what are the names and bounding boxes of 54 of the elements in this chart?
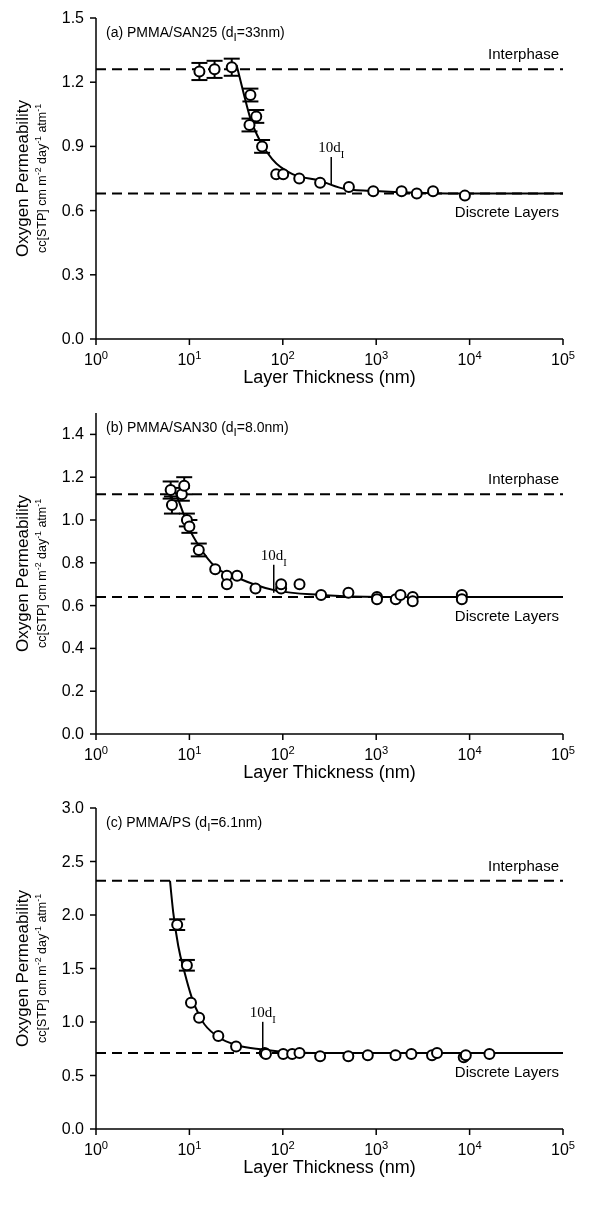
x-tick-label: 10$^{2}$	[270, 1139, 295, 1158]
y-tick-label: 0.0	[61, 1120, 85, 1137]
y-tick-label: 1.0	[61, 1013, 85, 1030]
y-tick-label: 0.4	[61, 639, 85, 657]
annotation: 10d$_{I}$	[318, 138, 345, 160]
y-tick-label: 1.2	[61, 468, 85, 486]
x-tick-label: 10$^{0}$	[83, 349, 109, 368]
y-tick-label: 0.2	[61, 682, 85, 700]
x-axis-title: Layer Thickness (nm)	[243, 1157, 416, 1177]
x-tick-label: 10$^{0}$	[83, 1139, 109, 1158]
x-tick-label: 10$^{5}$	[550, 744, 576, 763]
x-tick-label: 10$^{2}$	[270, 744, 295, 763]
y-tick-label: 2.0	[61, 906, 85, 923]
y-tick-label: 0.0	[61, 330, 85, 347]
x-tick-label: 10$^{4}$	[457, 1139, 482, 1158]
y-tick-label: 0.6	[61, 201, 85, 219]
annotation: 10d$_{I}$	[260, 546, 288, 568]
y-tick-label: 0.5	[61, 1066, 85, 1084]
annotation: (c) PMMA/PS (d$_{I}$=6.1nm)	[106, 814, 263, 833]
x-tick-label: 10$^{1}$	[177, 744, 202, 763]
ref-line-label: Interphase	[488, 856, 559, 874]
x-axis-title: Layer Thickness (nm)	[243, 762, 416, 782]
annotation: (a) PMMA/SAN25 (d$_{I}$=33nm)	[106, 24, 285, 43]
x-tick-label: 10$^{5}$	[550, 349, 576, 368]
annotation: (b) PMMA/SAN30 (d$_{I}$=8.0nm)	[106, 419, 289, 438]
y-tick-label: 3.0	[61, 799, 85, 816]
y-tick-label: 1.4	[61, 425, 85, 443]
y-tick-label: 0.6	[61, 596, 85, 614]
x-tick-label: 10$^{3}$	[364, 1139, 389, 1158]
ref-line-label: Discrete Layers	[454, 203, 559, 221]
y-tick-label: 0.8	[61, 553, 85, 571]
y-tick-label: 0.9	[61, 137, 85, 155]
y-tick-label: 1.5	[61, 959, 85, 977]
x-tick-label: 10$^{3}$	[364, 349, 389, 368]
y-tick-label: 1.2	[61, 73, 85, 91]
ref-line-label: Discrete Layers	[454, 1063, 559, 1081]
y-tick-label: 0.3	[61, 265, 85, 283]
y-tick-label: 1.5	[61, 9, 85, 26]
ref-line-label: Discrete Layers	[454, 607, 559, 625]
ref-line-label: Interphase	[488, 470, 559, 488]
x-tick-label: 10$^{0}$	[83, 744, 109, 763]
x-tick-label: 10$^{1}$	[177, 1139, 202, 1158]
x-tick-label: 10$^{4}$	[457, 744, 482, 763]
x-tick-label: 10$^{3}$	[364, 744, 389, 763]
x-tick-label: 10$^{5}$	[550, 1139, 576, 1158]
annotation: 10d$_{I}$	[249, 1003, 277, 1025]
y-tick-label: 0.0	[61, 725, 85, 742]
x-axis-title: Layer Thickness (nm)	[243, 367, 416, 387]
x-tick-label: 10$^{1}$	[177, 349, 202, 368]
ref-line-label: Interphase	[488, 45, 559, 63]
y-tick-label: 1.0	[61, 511, 85, 528]
x-tick-label: 10$^{4}$	[457, 349, 482, 368]
y-tick-label: 2.5	[61, 852, 85, 870]
x-tick-label: 10$^{2}$	[270, 349, 295, 368]
